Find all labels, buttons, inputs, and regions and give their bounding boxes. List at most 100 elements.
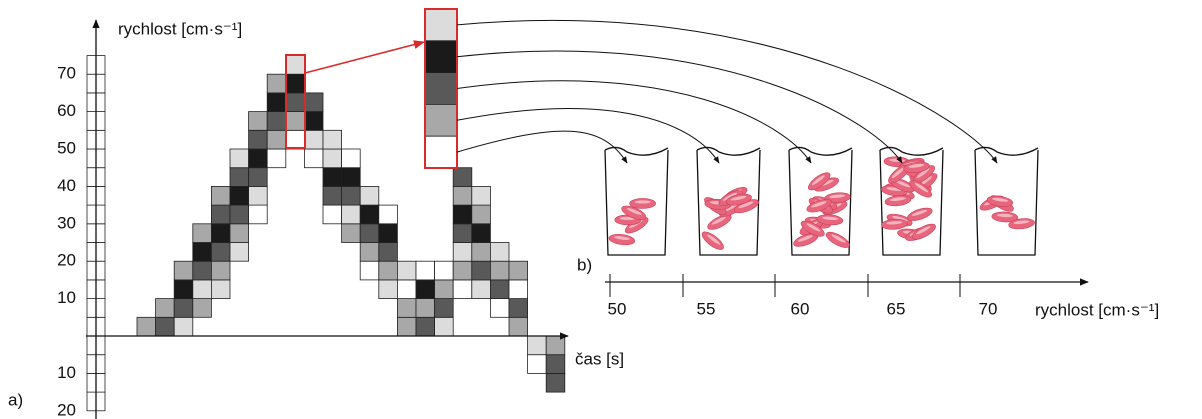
cell: [156, 317, 175, 336]
x-axis-label: čas [s]: [575, 349, 624, 368]
cell: [453, 186, 472, 205]
cell: [416, 317, 435, 336]
zoom-cell: [425, 73, 457, 105]
cell: [342, 186, 361, 205]
cell: [342, 205, 361, 224]
cell: [453, 205, 472, 224]
b-tick-label: 50: [608, 299, 627, 318]
panel-label: a): [8, 390, 23, 409]
cell: [304, 130, 323, 149]
y-tick-label: 10: [57, 363, 76, 382]
cell: [267, 93, 286, 112]
cell: [416, 280, 435, 299]
cell: [323, 130, 342, 149]
mapping-curve: [457, 20, 997, 163]
cell: [211, 280, 230, 299]
cell: [379, 261, 398, 280]
cell: [230, 205, 249, 224]
b-tick-label: 55: [697, 299, 716, 318]
cell: [249, 168, 268, 187]
y-tick-label: 50: [57, 138, 76, 157]
cell: [509, 280, 528, 299]
diagram: rychlost [cm·s⁻¹] čas [s] a) 70 60 50 40 30 2…: [0, 0, 1202, 419]
cell: [397, 280, 416, 299]
y-tick-label: 20: [57, 251, 76, 270]
cell: [546, 373, 565, 392]
zoomed-column: [425, 9, 457, 168]
cell: [360, 205, 379, 224]
y-tick-label: 30: [57, 213, 76, 232]
cell: [304, 93, 323, 112]
cell: [193, 243, 212, 262]
mapping-curve: [457, 51, 902, 163]
cell: [509, 261, 528, 280]
cell: [304, 112, 323, 131]
cell: [304, 149, 323, 168]
cell: [435, 280, 454, 299]
cell: [249, 112, 268, 131]
cell: [174, 317, 193, 336]
cell: [509, 317, 528, 336]
y-tick-label: 60: [57, 101, 76, 120]
cell: [323, 186, 342, 205]
cell: [249, 130, 268, 149]
b-axis-label: rychlost [cm·s⁻¹]: [1035, 300, 1159, 319]
b-tick-label: 65: [887, 299, 906, 318]
cell: [360, 186, 379, 205]
b-tick-label: 60: [791, 299, 810, 318]
cell: [472, 205, 491, 224]
b-tick-label: 70: [979, 299, 998, 318]
cell: [472, 243, 491, 262]
cell: [174, 261, 193, 280]
cell: [249, 186, 268, 205]
cell: [490, 261, 509, 280]
cell: [323, 149, 342, 168]
zoom-cell: [425, 136, 457, 168]
cell: [416, 299, 435, 318]
cell: [490, 299, 509, 318]
cell: [416, 261, 435, 280]
cell: [193, 299, 212, 318]
y-tick-label: 40: [57, 176, 76, 195]
cell: [211, 205, 230, 224]
cell: [249, 205, 268, 224]
cell: [453, 168, 472, 187]
y-axis-label: rychlost [cm·s⁻¹]: [118, 19, 242, 38]
cell: [230, 168, 249, 187]
cell: [397, 317, 416, 336]
y-tick-label: 70: [57, 64, 76, 83]
y-tick-label: 10: [57, 288, 76, 307]
cell: [230, 243, 249, 262]
cell: [267, 112, 286, 131]
cell: [397, 261, 416, 280]
cell: [323, 168, 342, 187]
cell: [286, 74, 305, 93]
cell: [156, 299, 175, 318]
cell: [379, 280, 398, 299]
cell: [509, 299, 528, 318]
cell: [211, 243, 230, 262]
panel-label: b): [577, 255, 592, 274]
cell: [528, 355, 547, 374]
spectrogram: [87, 56, 565, 411]
cell: [360, 261, 379, 280]
cell: [267, 149, 286, 168]
beakers: [605, 147, 1038, 255]
cell: [174, 280, 193, 299]
cell: [193, 280, 212, 299]
cell: [342, 224, 361, 243]
cell: [286, 112, 305, 131]
zoom-cell: [425, 41, 457, 73]
cell: [472, 280, 491, 299]
cell: [230, 224, 249, 243]
cell: [174, 299, 193, 318]
cell: [472, 261, 491, 280]
cell: [286, 56, 305, 75]
cell: [435, 317, 454, 336]
cell: [546, 336, 565, 355]
cell: [453, 261, 472, 280]
cell: [379, 224, 398, 243]
cell: [342, 149, 361, 168]
cell: [193, 261, 212, 280]
cell: [137, 317, 156, 336]
